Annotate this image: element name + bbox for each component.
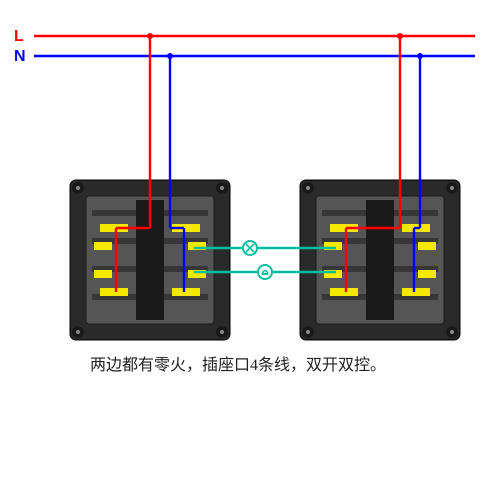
terminal <box>330 288 358 296</box>
terminal <box>100 288 128 296</box>
switch-box-right <box>300 180 460 340</box>
socket-icon <box>258 265 272 279</box>
terminal <box>402 288 430 296</box>
label-neutral: N <box>14 48 26 65</box>
terminal <box>172 288 200 296</box>
label-live: L <box>14 28 24 45</box>
diagram-caption: 两边都有零火，插座口4条线，双开双控。 <box>90 356 386 374</box>
